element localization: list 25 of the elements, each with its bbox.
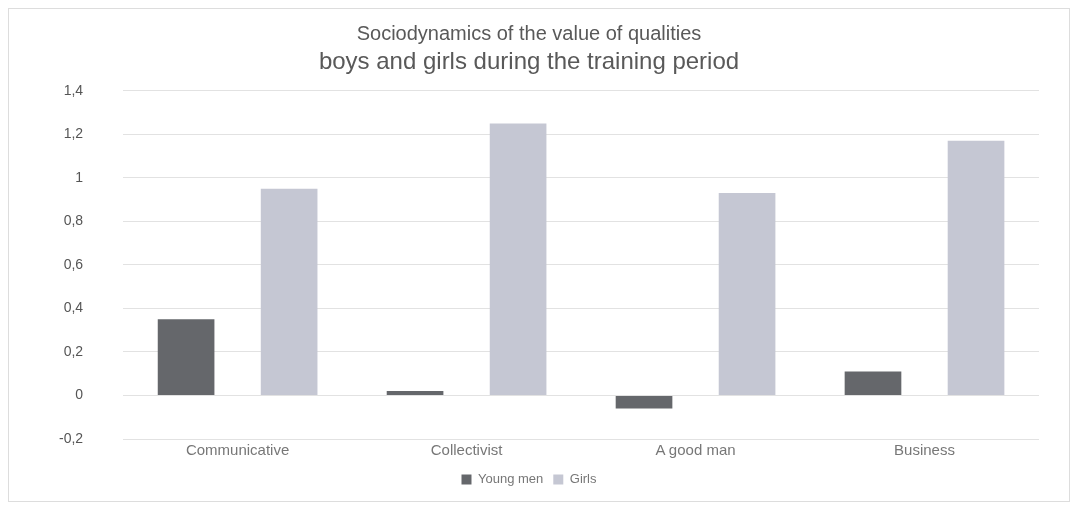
y-tick-label: 1,2	[63, 125, 84, 142]
bar	[157, 319, 215, 395]
x-tick-label: Collectivist	[430, 441, 504, 459]
y-tick-label: 0	[75, 386, 84, 403]
y-tick-label: 0,6	[63, 255, 84, 272]
legend-label: Young men	[477, 471, 544, 487]
x-tick-label: A good man	[655, 441, 736, 459]
y-tick-label: 1,4	[63, 81, 84, 98]
legend-label: Girls	[569, 471, 598, 487]
bar	[489, 123, 547, 395]
y-tick-label: 0,8	[63, 212, 84, 229]
y-tick-label: 0,2	[63, 342, 84, 359]
chart-title: Sociodynamics of the value of qualities	[356, 21, 702, 44]
bar	[947, 140, 1005, 395]
x-tick-label: Communicative	[185, 441, 290, 459]
chart-subtitle: boys and girls during the training period	[318, 47, 740, 75]
y-tick-label: 0,4	[63, 299, 84, 316]
bar	[260, 188, 318, 395]
bar	[386, 391, 444, 395]
bar	[844, 371, 902, 395]
bar	[615, 395, 673, 409]
y-tick-label: 1	[75, 168, 84, 185]
y-tick-label: -0,2	[59, 429, 84, 446]
x-tick-label: Business	[894, 441, 955, 459]
bar	[718, 193, 776, 395]
